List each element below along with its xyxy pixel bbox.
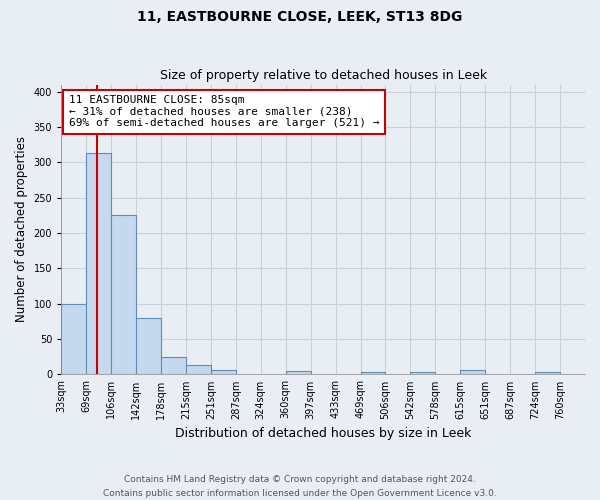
Bar (535, 372, 560, 374)
Bar (86, 153, 111, 374)
Bar (61, 304, 86, 374)
Bar (211, 370, 236, 374)
X-axis label: Distribution of detached houses by size in Leek: Distribution of detached houses by size … (175, 427, 471, 440)
Bar (136, 318, 161, 374)
Bar (186, 365, 211, 374)
Text: Contains HM Land Registry data © Crown copyright and database right 2024.
Contai: Contains HM Land Registry data © Crown c… (103, 476, 497, 498)
Text: 11 EASTBOURNE CLOSE: 85sqm
← 31% of detached houses are smaller (238)
69% of sem: 11 EASTBOURNE CLOSE: 85sqm ← 31% of deta… (68, 95, 379, 128)
Title: Size of property relative to detached houses in Leek: Size of property relative to detached ho… (160, 69, 487, 82)
Bar (361, 372, 385, 374)
Bar (286, 371, 311, 374)
Text: 11, EASTBOURNE CLOSE, LEEK, ST13 8DG: 11, EASTBOURNE CLOSE, LEEK, ST13 8DG (137, 10, 463, 24)
Bar (460, 370, 485, 374)
Bar (410, 372, 436, 374)
Y-axis label: Number of detached properties: Number of detached properties (15, 136, 28, 322)
Bar (111, 216, 136, 374)
Bar (161, 357, 186, 374)
